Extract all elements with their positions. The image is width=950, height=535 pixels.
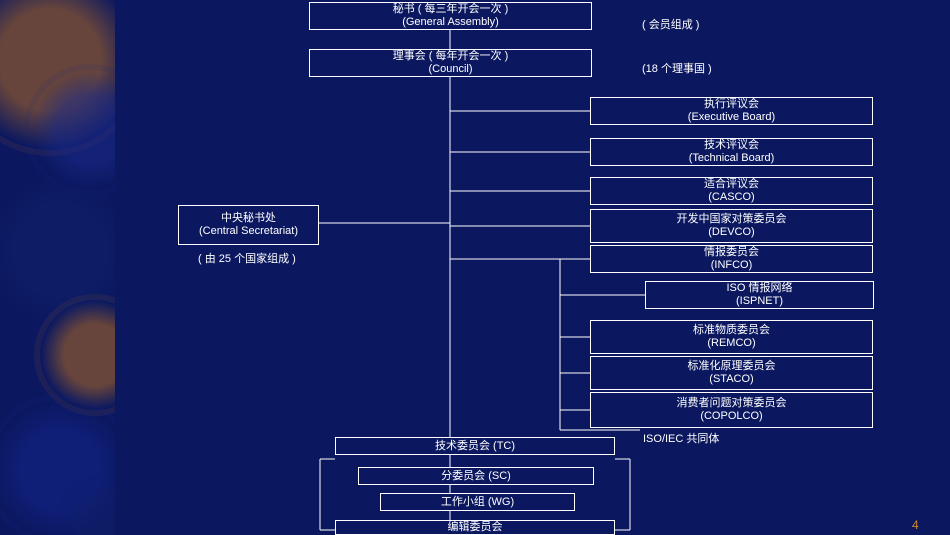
org-box-label-cn: ISO 情报网络 (726, 282, 792, 295)
org-box-label-cn: 开发中国家对策委员会 (677, 213, 787, 226)
org-box-tech: 技术评议会(Technical Board) (590, 138, 873, 166)
org-box-label-en: (STACO) (709, 373, 753, 386)
org-box-label-cn: 技术评议会 (704, 139, 759, 152)
org-box-label-cn: 技术委员会 (TC) (435, 440, 515, 453)
org-box-devco: 开发中国家对策委员会(DEVCO) (590, 209, 873, 243)
org-box-ispnet: ISO 情报网络(ISPNET) (645, 281, 874, 309)
org-box-label-en: (DEVCO) (708, 226, 754, 239)
org-box-label-en: (REMCO) (707, 337, 755, 350)
org-box-label-en: (ISPNET) (736, 295, 783, 308)
org-box-edit: 编辑委员会 (335, 520, 615, 535)
org-box-label-cn: 秘书 ( 每三年开会一次 ) (393, 3, 509, 16)
org-box-label-cn: 编辑委员会 (448, 521, 503, 534)
org-box-label-cn: 执行评议会 (704, 98, 759, 111)
org-box-staco: 标准化原理委员会(STACO) (590, 356, 873, 390)
org-box-casco: 适合评议会(CASCO) (590, 177, 873, 205)
page-number: 4 (912, 518, 919, 532)
org-box-label-en: (Technical Board) (689, 152, 775, 165)
org-box-label-cn: 情报委员会 (704, 246, 759, 259)
org-box-tc: 技术委员会 (TC) (335, 437, 615, 455)
org-box-label-cn: 工作小组 (WG) (441, 496, 514, 509)
org-box-copolco: 消费者问题对策委员会(COPOLCO) (590, 392, 873, 428)
org-box-exec: 执行评议会(Executive Board) (590, 97, 873, 125)
org-box-label-cn: 标准化原理委员会 (688, 360, 776, 373)
org-box-label-cn: 理事会 ( 每年开会一次 ) (393, 50, 509, 63)
side-label-l1: ( 会员组成 ) (642, 16, 699, 32)
side-label-l2: (18 个理事国 ) (642, 60, 712, 76)
org-box-label-cn: 中央秘书处 (221, 212, 276, 225)
org-box-label-en: (INFCO) (711, 259, 753, 272)
org-box-ga: 秘书 ( 每三年开会一次 )(General Assembly) (309, 2, 592, 30)
org-box-wg: 工作小组 (WG) (380, 493, 575, 511)
side-label-l3: ( 由 25 个国家组成 ) (198, 250, 296, 266)
org-box-sc: 分委员会 (SC) (358, 467, 594, 485)
org-box-council: 理事会 ( 每年开会一次 )(Council) (309, 49, 592, 77)
org-box-infco: 情报委员会(INFCO) (590, 245, 873, 273)
org-box-label-cn: 适合评议会 (704, 178, 759, 191)
org-box-label-en: (CASCO) (708, 191, 754, 204)
org-box-label-cn: 消费者问题对策委员会 (677, 397, 787, 410)
org-box-label-cn: 分委员会 (SC) (441, 470, 511, 483)
org-box-label-en: (Central Secretariat) (199, 225, 298, 238)
org-chart-diagram: 秘书 ( 每三年开会一次 )(General Assembly) 理事会 ( 每年… (0, 0, 950, 535)
org-box-cs: 中央秘书处(Central Secretariat) (178, 205, 319, 245)
org-box-remco: 标准物质委员会(REMCO) (590, 320, 873, 354)
org-box-label-en: (Executive Board) (688, 111, 775, 124)
org-box-label-en: (General Assembly) (402, 16, 499, 29)
side-label-l4: ISO/IEC 共同体 (643, 430, 719, 446)
org-box-label-en: (Council) (428, 63, 472, 76)
org-box-label-cn: 标准物质委员会 (693, 324, 770, 337)
org-box-label-en: (COPOLCO) (700, 410, 762, 423)
